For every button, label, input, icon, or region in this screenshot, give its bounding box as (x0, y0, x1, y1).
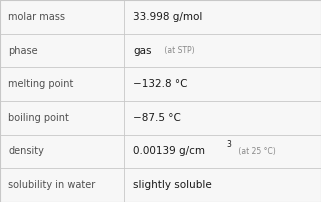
Text: melting point: melting point (8, 79, 74, 89)
Text: 3: 3 (226, 140, 231, 149)
Text: gas: gas (133, 45, 152, 56)
Text: 3: 3 (226, 140, 231, 149)
Text: −87.5 °C: −87.5 °C (133, 113, 181, 123)
Text: boiling point: boiling point (8, 113, 69, 123)
Text: −132.8 °C: −132.8 °C (133, 79, 188, 89)
Text: solubility in water: solubility in water (8, 180, 95, 190)
Text: 33.998 g/mol: 33.998 g/mol (133, 12, 203, 22)
Text: 0.00139 g/cm: 0.00139 g/cm (133, 146, 205, 157)
Text: slightly soluble: slightly soluble (133, 180, 212, 190)
Text: (at STP): (at STP) (162, 46, 195, 55)
Text: molar mass: molar mass (8, 12, 65, 22)
Text: density: density (8, 146, 44, 157)
Text: (at 25 °C): (at 25 °C) (236, 147, 275, 156)
Text: phase: phase (8, 45, 38, 56)
